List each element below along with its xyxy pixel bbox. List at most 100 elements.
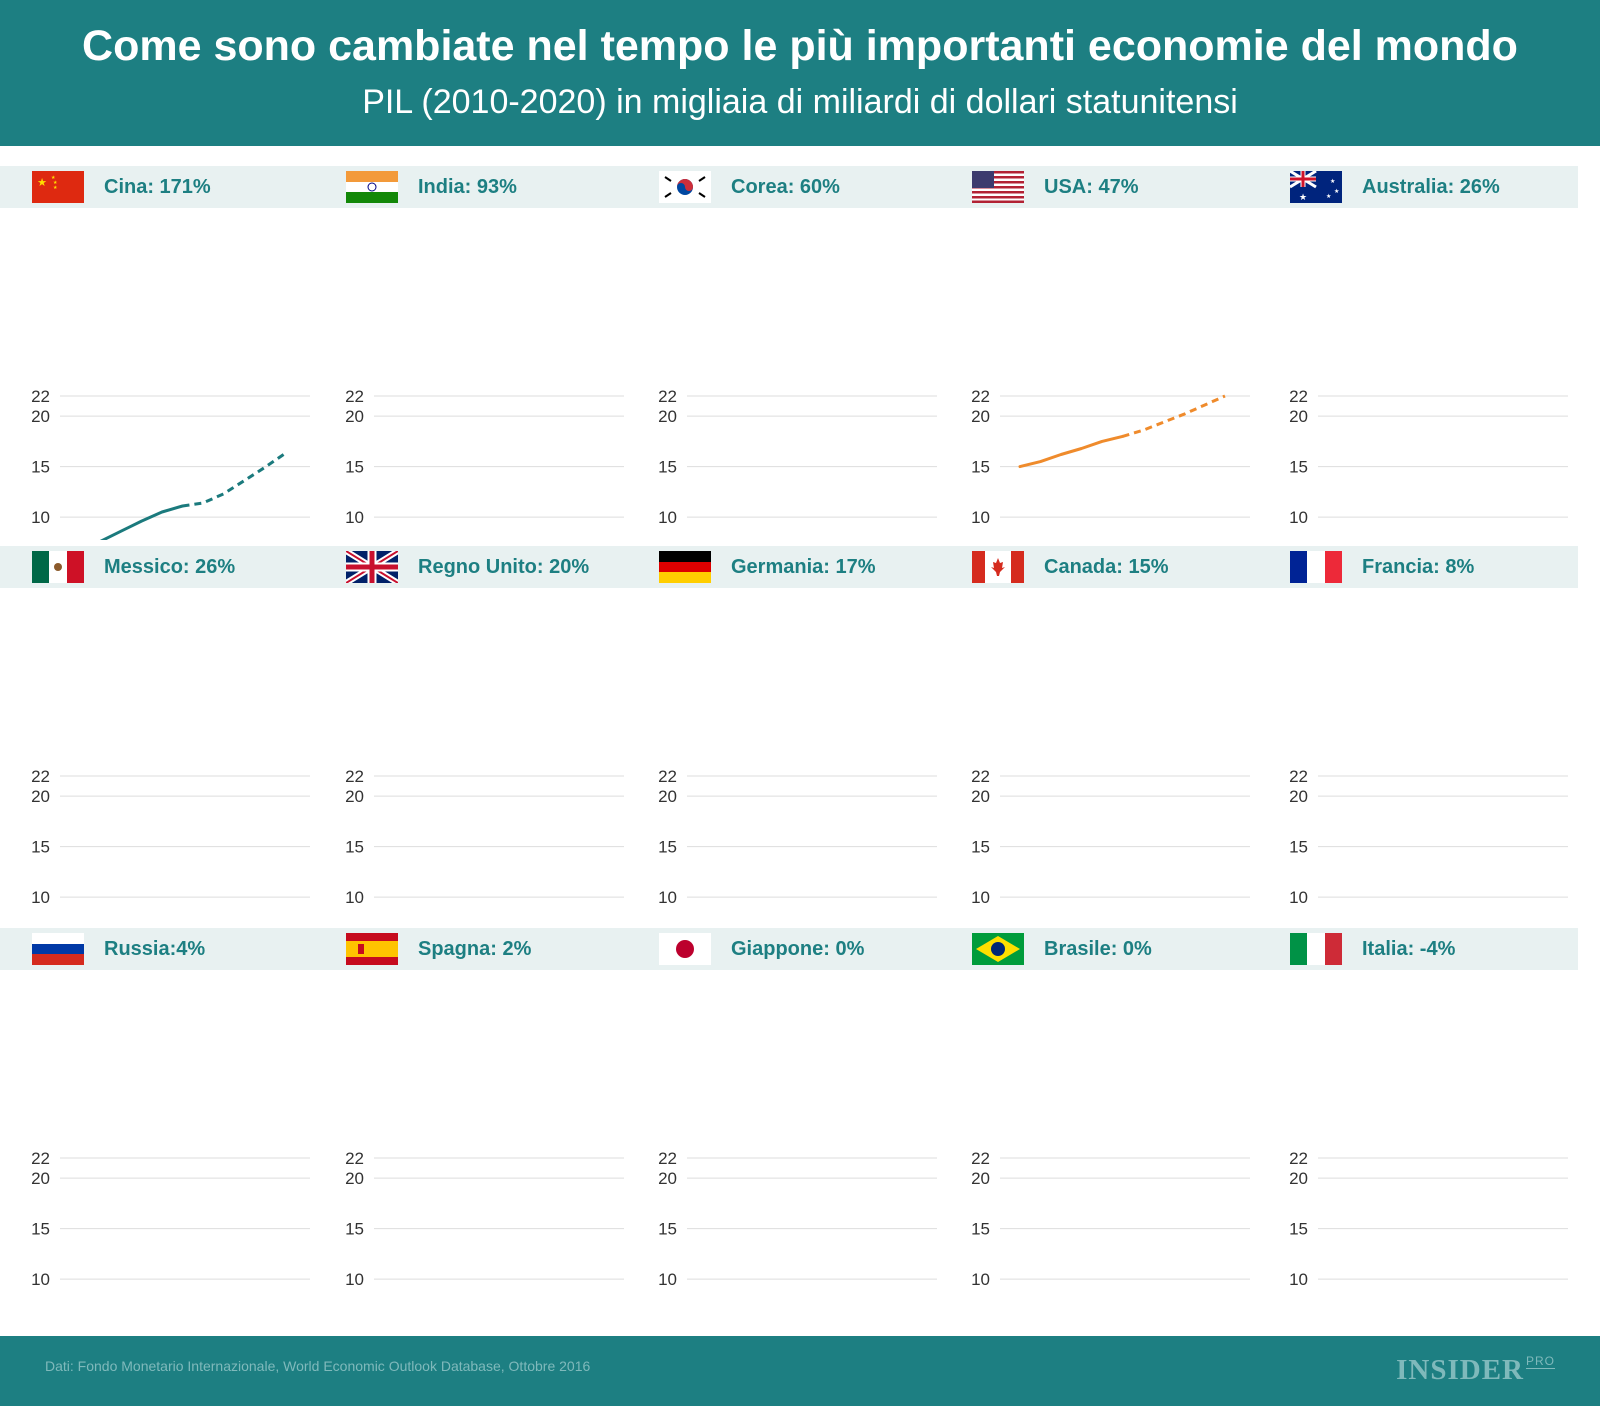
y-tick-label: 10: [345, 1270, 364, 1289]
line-chart-francia: 0510152022201020152020: [1289, 767, 1568, 907]
y-tick-label: 20: [31, 407, 50, 426]
chart-header-bar: Messico: 26%: [0, 546, 320, 588]
svg-text:★: ★: [53, 185, 58, 191]
y-tick-label: 10: [1289, 508, 1308, 527]
chart-header-bar: Corea: 60%: [627, 166, 947, 208]
line-chart-australia: 0510152022201020152020: [1289, 387, 1568, 527]
chart-header-bar: USA: 47%: [940, 166, 1260, 208]
y-tick-label: 10: [971, 1270, 990, 1289]
line-chart-spagna: 0510152022201020152020: [345, 1149, 624, 1289]
line-chart-giappone: 0510152022201020152020: [658, 1149, 937, 1289]
y-tick-label: 20: [971, 787, 990, 806]
spain-flag: [346, 933, 398, 965]
y-tick-label: 20: [971, 407, 990, 426]
svg-text:★: ★: [53, 180, 58, 186]
chart-panel-regno-unito: Regno Unito: 20%0510152022201020152020: [314, 546, 634, 920]
y-tick-label: 22: [658, 1149, 677, 1168]
chart-title: Canada: 15%: [1044, 556, 1169, 578]
chart-header-bar: Italia: -4%: [1258, 928, 1578, 970]
chart-panel-corea: Corea: 60%0510152022201020152020: [627, 166, 947, 540]
line-chart-regno-unito: 0510152022201020152020: [345, 767, 624, 907]
source-note: Dati: Fondo Monetario Internazionale, Wo…: [45, 1358, 591, 1374]
chart-title: India: 93%: [418, 176, 517, 198]
y-tick-label: 20: [31, 1169, 50, 1188]
y-tick-label: 15: [971, 838, 990, 857]
chart-title: USA: 47%: [1044, 176, 1139, 198]
chart-title: Spagna: 2%: [418, 938, 532, 960]
y-tick-label: 22: [971, 767, 990, 786]
line-chart-brasile: 0510152022201020152020: [971, 1149, 1250, 1289]
chart-title: Regno Unito: 20%: [418, 556, 590, 578]
y-tick-label: 15: [658, 1220, 677, 1239]
y-tick-label: 10: [1289, 888, 1308, 907]
y-tick-label: 10: [658, 508, 677, 527]
chart-panel-india: India: 93%0510152022201020152020: [314, 166, 634, 540]
chart-panel-cina: ★★★★Cina: 171%0510152022201020152020: [0, 166, 320, 540]
line-chart-messico: 0510152022201020152020: [31, 767, 310, 907]
svg-text:★: ★: [1330, 178, 1335, 185]
line-chart-corea: 0510152022201020152020: [658, 387, 937, 527]
chart-title: Giappone: 0%: [731, 938, 865, 960]
y-tick-label: 22: [31, 767, 50, 786]
germany-flag: [659, 551, 711, 583]
chart-header-bar: Russia:4%: [0, 928, 320, 970]
y-tick-label: 22: [31, 1149, 50, 1168]
y-tick-label: 15: [31, 838, 50, 857]
mexico-flag: [32, 551, 84, 583]
y-tick-label: 15: [31, 458, 50, 477]
chart-title: Cina: 171%: [104, 176, 211, 198]
chart-header-bar: Spagna: 2%: [314, 928, 634, 970]
y-tick-label: 22: [345, 387, 364, 406]
chart-title: Russia:4%: [104, 938, 206, 960]
header: Come sono cambiate nel tempo le più impo…: [0, 0, 1600, 146]
korea-flag: [659, 171, 711, 203]
y-tick-label: 22: [1289, 1149, 1308, 1168]
uk-flag: [346, 551, 398, 583]
australia-flag: ★★★★: [1290, 171, 1342, 203]
y-tick-label: 22: [1289, 767, 1308, 786]
y-tick-label: 22: [1289, 387, 1308, 406]
chart-panel-germania: Germania: 17%0510152022201020152020: [627, 546, 947, 920]
italy-flag: [1290, 933, 1342, 965]
y-tick-label: 20: [658, 787, 677, 806]
chart-header-bar: ★ ★ ★ ★ Cina: 171%: [0, 166, 320, 208]
y-tick-label: 22: [658, 767, 677, 786]
chart-header-bar: Brasile: 0%: [940, 928, 1260, 970]
y-tick-label: 22: [971, 387, 990, 406]
y-tick-label: 20: [345, 787, 364, 806]
chart-panel-brasile: Brasile: 0% 0510152022201020152020: [940, 928, 1260, 1302]
chart-title: Corea: 60%: [731, 176, 840, 198]
y-tick-label: 10: [345, 888, 364, 907]
chart-panel-italia: Italia: -4%0510152022201020152020: [1258, 928, 1578, 1302]
france-flag: [1290, 551, 1342, 583]
chart-panel-australia: ★★★★Australia: 26%0510152022201020152020: [1258, 166, 1578, 540]
brazil-flag: [972, 933, 1024, 965]
y-tick-label: 20: [345, 1169, 364, 1188]
series-line-actual: [1018, 434, 1124, 469]
y-tick-label: 10: [31, 508, 50, 527]
chart-header-bar: ★ ★ ★ ★ Australia: 26%: [1258, 166, 1578, 208]
y-tick-label: 10: [1289, 1270, 1308, 1289]
y-tick-label: 22: [658, 387, 677, 406]
y-tick-label: 10: [971, 888, 990, 907]
chart-title: Francia: 8%: [1362, 556, 1475, 578]
y-tick-label: 15: [971, 458, 990, 477]
y-tick-label: 10: [658, 1270, 677, 1289]
logo-sup: PRO: [1525, 1354, 1555, 1369]
y-tick-label: 15: [1289, 458, 1308, 477]
y-tick-label: 10: [971, 508, 990, 527]
line-chart-canada: 0510152022201020152020: [971, 767, 1250, 907]
chart-header-bar: Francia: 8%: [1258, 546, 1578, 588]
page-title: Come sono cambiate nel tempo le più impo…: [82, 22, 1518, 70]
japan-flag: [659, 933, 711, 965]
y-tick-label: 15: [1289, 838, 1308, 857]
series-line-forecast: [182, 452, 286, 508]
svg-text:★: ★: [1326, 193, 1331, 200]
y-tick-label: 15: [658, 458, 677, 477]
china-flag: ★ ★★★: [32, 171, 84, 203]
footer: Dati: Fondo Monetario Internazionale, Wo…: [0, 1336, 1600, 1406]
chart-title: Italia: -4%: [1362, 938, 1456, 960]
chart-header-bar: Giappone: 0%: [627, 928, 947, 970]
series-line-actual: [99, 504, 184, 540]
